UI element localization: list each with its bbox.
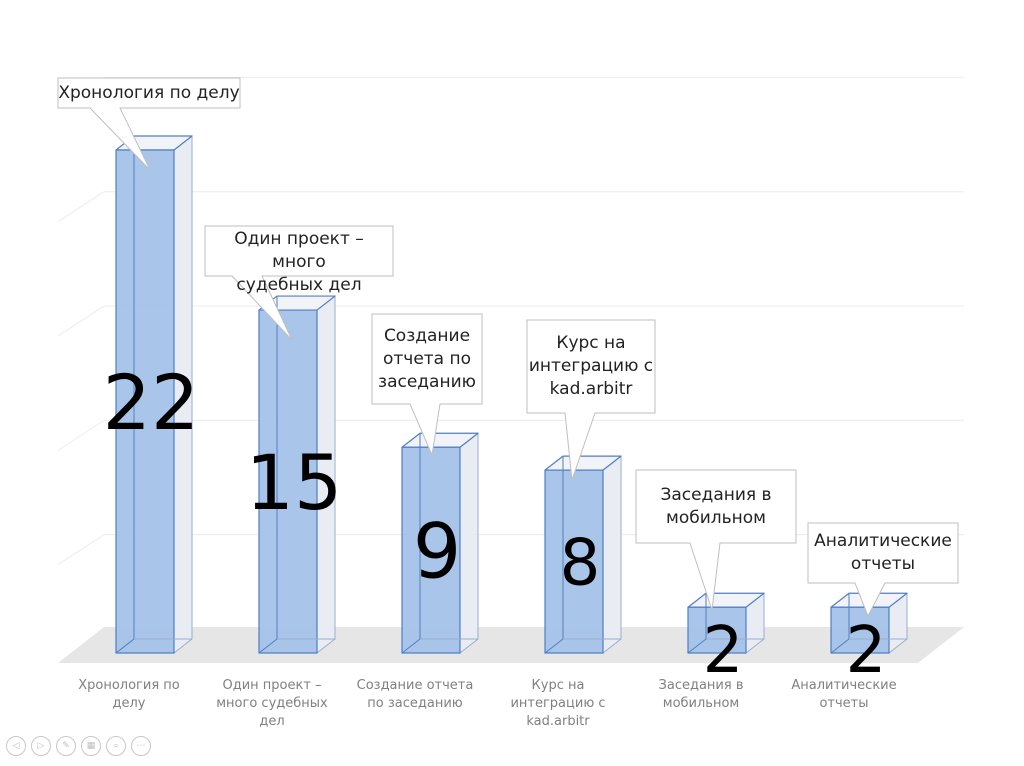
data-label: 9	[413, 506, 461, 595]
bar	[544, 469, 604, 654]
bar-inner-edge	[544, 638, 564, 654]
x-tick-label-line: отчеты	[819, 696, 869, 711]
callout-line: мобильном	[666, 507, 766, 528]
gridline-depth	[57, 191, 105, 223]
data-label: 15	[246, 438, 343, 527]
x-tick-label: Аналитические отчеты	[782, 677, 906, 713]
x-tick-label: Один проект – много судебных дел	[210, 677, 334, 731]
callout-box	[204, 225, 394, 341]
data-label: 2	[846, 614, 887, 688]
callout-line: Курс на	[556, 333, 626, 353]
x-tick-label-line: по заседанию	[367, 696, 463, 711]
callout-label: Курс на интеграцию с kad.arbitr	[527, 332, 655, 401]
bar	[258, 309, 318, 654]
callout-line: Аналитические	[814, 531, 952, 551]
callout-label: Аналитические отчеты	[808, 530, 958, 576]
x-tick-label: Курс на интеграцию с kad.arbitr	[496, 677, 620, 731]
x-tick-label-line: Создание отчета	[356, 678, 474, 693]
x-tick-label-line: дел	[259, 714, 285, 729]
x-tick-label-line: kad.arbitr	[526, 714, 590, 729]
x-tick-label-line: Заседания в	[658, 678, 744, 693]
callout-box	[807, 522, 959, 618]
x-tick-label-line: Хронология по	[78, 678, 180, 693]
callout-line: Создание	[383, 325, 471, 346]
x-tick-label-line: много судебных	[216, 696, 328, 711]
slideshow-controls: ◁ ▷ ✎ ▦ ⌕ ⋯	[6, 736, 151, 756]
data-label: 8	[560, 527, 601, 601]
x-tick-label: Создание отчета по заседанию	[353, 677, 477, 713]
x-tick-label-line: интеграцию с	[510, 696, 606, 711]
bar-side	[602, 455, 622, 655]
slides-grid-icon[interactable]: ▦	[81, 736, 101, 756]
x-tick-label-line: Один проект –	[222, 678, 322, 693]
previous-icon[interactable]: ◁	[6, 736, 26, 756]
callout-line: Хронология по делу	[58, 82, 240, 103]
bar-inner-edge	[830, 638, 850, 654]
gridline-depth	[57, 419, 105, 451]
gridline-depth	[57, 305, 105, 337]
pen-icon[interactable]: ✎	[56, 736, 76, 756]
callout-label: Один проект – много судебных дел	[205, 228, 393, 297]
callout-line: отчеты	[850, 554, 916, 574]
callout-line: Заседания в	[660, 484, 772, 505]
data-label: 2	[703, 614, 744, 688]
gridline-depth	[57, 534, 105, 566]
callout-label: Хронология по делу	[58, 82, 240, 105]
bar-inner-edge	[687, 638, 707, 654]
callout-box	[635, 469, 797, 611]
data-label: 22	[103, 358, 200, 447]
bar-inner-edge	[401, 638, 421, 654]
chart-floor	[58, 627, 964, 663]
callout-line: интеграцию с	[528, 356, 654, 376]
x-tick-label-line: Аналитические	[791, 678, 897, 693]
x-tick-label: Хронология по делу	[67, 677, 191, 713]
bar	[115, 149, 175, 654]
callout-line: заседанию	[378, 371, 476, 392]
callout-box	[57, 77, 241, 171]
x-tick-label: Заседания в мобильном	[639, 677, 763, 713]
more-icon[interactable]: ⋯	[131, 736, 151, 756]
zoom-icon[interactable]: ⌕	[106, 736, 126, 756]
callout-label: Заседания в мобильном	[636, 484, 796, 530]
callout-line: судебных дел	[236, 275, 362, 295]
bar-side	[459, 432, 479, 655]
bar-inner-edge	[115, 638, 135, 654]
callout-line: Один проект – много	[234, 229, 364, 272]
callout-label: Создание отчета по заседанию	[372, 325, 482, 394]
callout-line: kad.arbitr	[549, 379, 633, 399]
next-icon[interactable]: ▷	[31, 736, 51, 756]
x-tick-label-line: мобильном	[662, 696, 740, 711]
x-tick-label-line: Курс на	[531, 678, 585, 693]
bar-inner-edge	[258, 638, 278, 654]
callout-box	[526, 319, 656, 481]
callout-box	[371, 313, 483, 457]
callout-line: отчета по	[382, 348, 472, 369]
x-tick-label-line: делу	[112, 696, 146, 711]
